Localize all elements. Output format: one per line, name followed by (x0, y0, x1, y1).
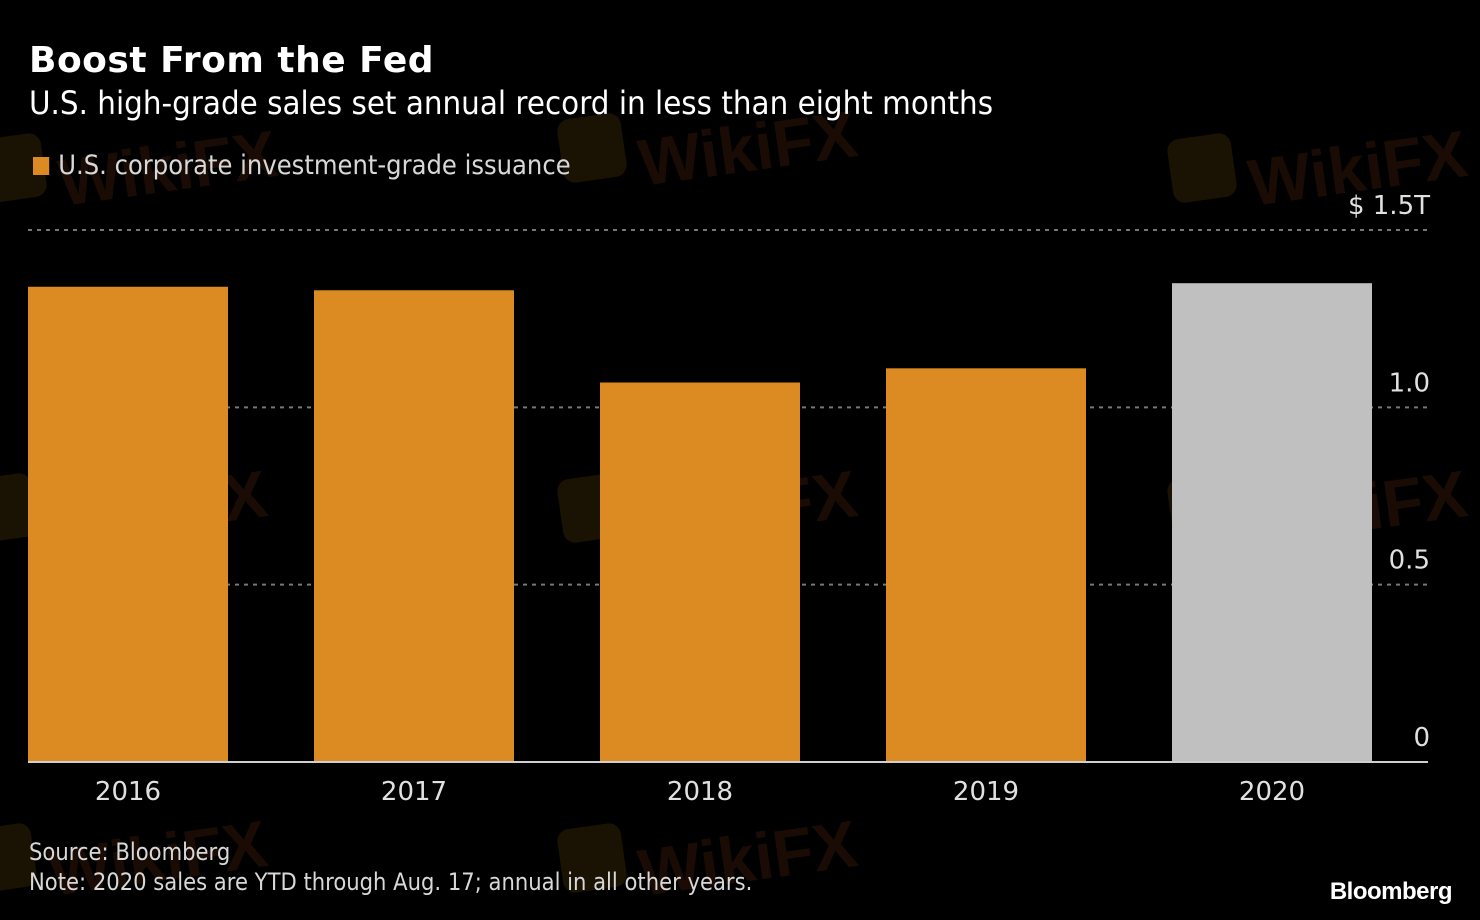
bloomberg-logo: Bloomberg (1329, 878, 1453, 905)
y-tick-label: $ 1.5T (1348, 191, 1430, 221)
bar-2020 (1172, 283, 1372, 762)
bar-2017 (314, 290, 514, 762)
chart-subtitle: U.S. high-grade sales set annual record … (29, 84, 994, 122)
bar-2016 (28, 286, 228, 762)
legend: U.S. corporate investment-grade issuance (33, 150, 571, 181)
x-tick-label: 2018 (667, 777, 733, 807)
source-note: Source: Bloomberg (29, 838, 231, 866)
x-tick-label: 2017 (381, 777, 447, 807)
legend-swatch-icon (33, 156, 50, 175)
y-tick-label: 0.5 (1389, 546, 1430, 576)
bars (28, 283, 1372, 762)
y-tick-label: 1.0 (1389, 368, 1430, 398)
x-axis-ticks: 2016 2017 2018 2019 2020 (95, 777, 1305, 807)
x-tick-label: 2019 (953, 777, 1019, 807)
y-tick-label: 0 (1413, 723, 1430, 753)
y-axis-ticks: 0 0.5 1.0 $ 1.5T (1348, 191, 1430, 753)
x-tick-label: 2020 (1239, 777, 1305, 807)
bar-2019 (886, 368, 1086, 762)
legend-label: U.S. corporate investment-grade issuance (58, 150, 571, 181)
chart-title: Boost From the Fed (29, 40, 434, 81)
x-tick-label: 2016 (95, 777, 161, 807)
footnote: Note: 2020 sales are YTD through Aug. 17… (29, 868, 753, 896)
bar-2018 (600, 382, 800, 762)
